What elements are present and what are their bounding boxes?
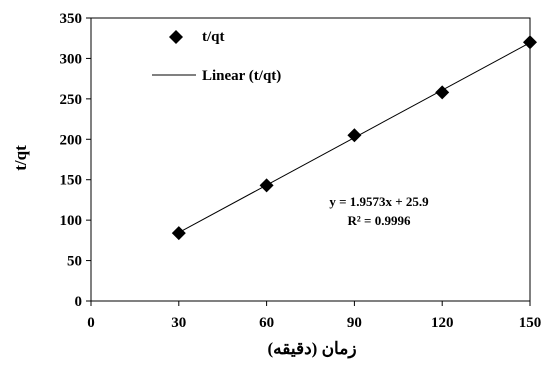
x-tick-label: 150	[519, 315, 542, 331]
y-tick-label: 200	[60, 132, 83, 148]
y-tick-label: 50	[67, 254, 82, 270]
legend-label-linear: Linear (t/qt)	[202, 68, 281, 84]
y-tick-label: 300	[60, 51, 83, 67]
y-tick-label: 250	[60, 92, 83, 108]
chart-marks	[171, 35, 537, 241]
x-tick-label: 0	[87, 315, 95, 331]
plot-area-border	[90, 17, 531, 302]
x-tick-label: 60	[259, 315, 274, 331]
legend-marker-diamond	[169, 30, 183, 44]
x-axis-title: زمان (دقیقه)	[267, 339, 356, 359]
y-tick-label: 150	[60, 173, 83, 189]
y-tick-label: 350	[60, 11, 83, 27]
y-tick-label: 100	[60, 213, 83, 229]
plot-frame	[90, 17, 531, 302]
x-axis-ticks: 0 30 60 90 120 150	[87, 301, 541, 331]
x-tick-label: 30	[171, 315, 186, 331]
y-axis-ticks: 0 50 100 150 200 250 300 350	[60, 11, 91, 310]
y-tick-label: 0	[75, 294, 83, 310]
data-point	[171, 226, 186, 241]
y-axis-title: t/qt	[11, 145, 30, 171]
x-tick-label: 90	[347, 315, 362, 331]
legend: t/qt Linear (t/qt)	[152, 29, 281, 84]
r-squared-annotation: R² = 0.9996	[348, 213, 411, 228]
legend-label-data: t/qt	[202, 29, 225, 45]
data-point	[347, 128, 362, 143]
equation-annotation: y = 1.9573x + 25.9	[329, 194, 429, 209]
data-point	[523, 35, 537, 50]
data-point	[435, 85, 450, 100]
x-tick-label: 120	[431, 315, 454, 331]
data-point	[259, 178, 274, 193]
